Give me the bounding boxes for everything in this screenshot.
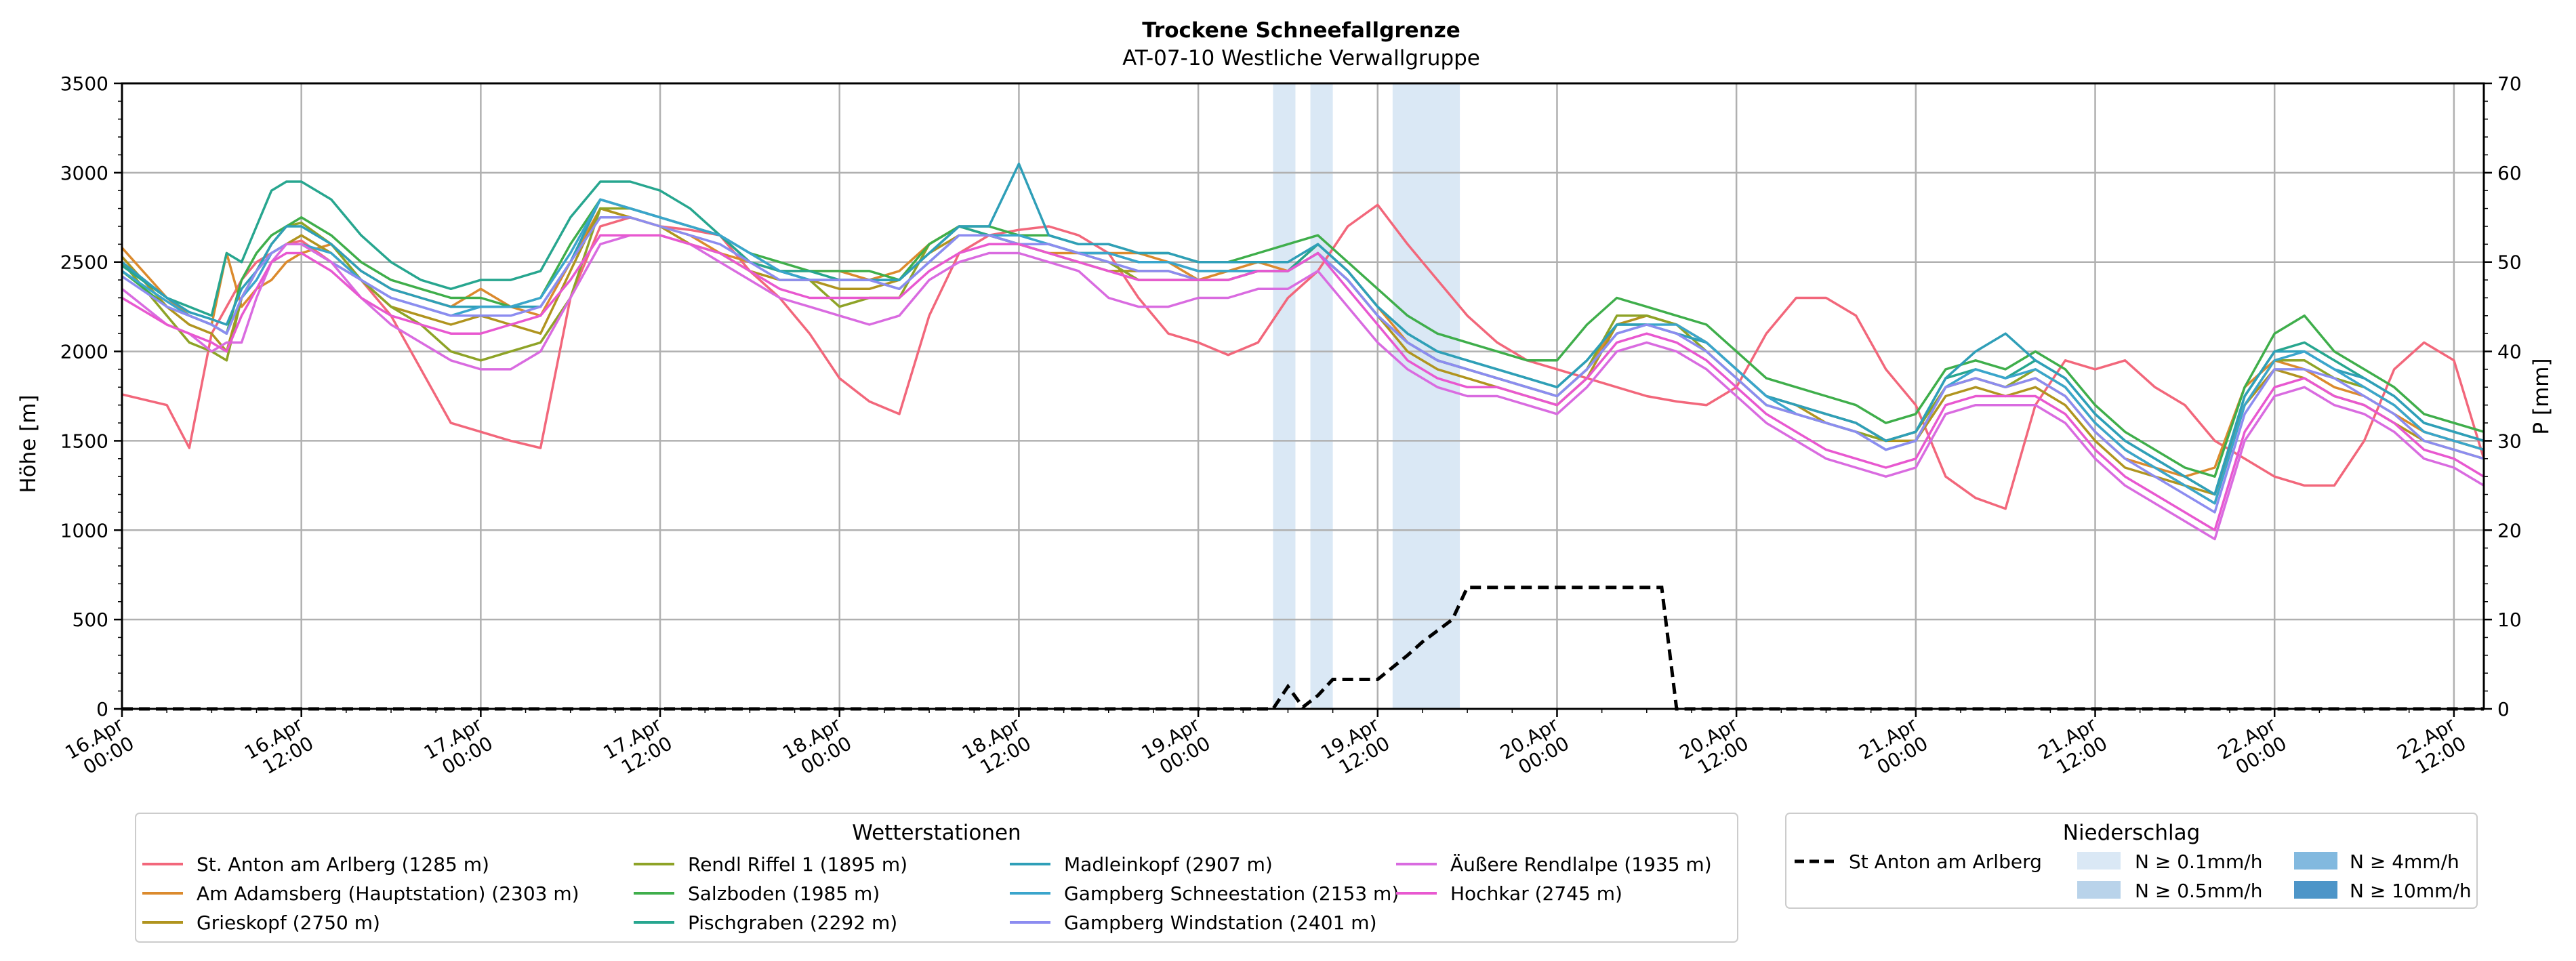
- legend-level-swatch-1: [2077, 881, 2121, 899]
- legend-stations: Wetterstationen St. Anton am Arlberg (12…: [135, 813, 1738, 943]
- series-line-0: [121, 203, 2485, 510]
- y-right-tick-label-0: 0: [2497, 698, 2510, 720]
- y-tick-label-7: 3500: [60, 73, 108, 95]
- legend-label-3: Rendl Riffel 1 (1895 m): [688, 853, 907, 876]
- y-right-tick-label-4: 40: [2497, 341, 2522, 363]
- y-right-tick-label-2: 20: [2497, 519, 2522, 541]
- y-right-tick-label-7: 70: [2497, 73, 2522, 95]
- precip-bands: [1273, 83, 1460, 709]
- legend-label-2: Grieskopf (2750 m): [197, 912, 380, 934]
- precip-band-2: [1392, 83, 1460, 709]
- y-right-tick-label-6: 60: [2497, 162, 2522, 184]
- plot-frame: [121, 82, 2485, 710]
- series-line-4: [121, 198, 2485, 478]
- precip-band-1: [1310, 83, 1333, 709]
- chart-subtitle: AT-07-10 Westliche Verwallgruppe: [1122, 46, 1480, 70]
- legend-level-swatch-2: [2294, 852, 2337, 870]
- legend-level-label-2: N ≥ 4mm/h: [2350, 851, 2459, 873]
- legend-level-label-3: N ≥ 10mm/h: [2350, 880, 2472, 902]
- y-right-tick-label-5: 50: [2497, 251, 2522, 274]
- series-line-10: [121, 234, 2485, 532]
- y-tick-label-2: 1000: [60, 519, 108, 541]
- y-tick-label-0: 0: [96, 698, 108, 720]
- legend-label-7: Gampberg Schneestation (2153 m): [1064, 882, 1399, 905]
- legend-level-swatch-0: [2077, 852, 2121, 870]
- legend-label-10: Hochkar (2745 m): [1450, 882, 1622, 905]
- y-tick-label-5: 2500: [60, 251, 108, 274]
- legend-label-1: Am Adamsberg (Hauptstation) (2303 m): [197, 882, 579, 905]
- y-tick-label-3: 1500: [60, 430, 108, 452]
- legend-level-label-1: N ≥ 0.5mm/h: [2135, 880, 2262, 902]
- legend-precip-title: Niederschlag: [2063, 821, 2201, 845]
- legend-label-4: Salzboden (1985 m): [688, 882, 880, 905]
- precip-line-group: [122, 586, 2484, 711]
- series-line-9: [121, 234, 2485, 541]
- y-right-tick-label-1: 10: [2497, 609, 2522, 631]
- y-tick-label-1: 500: [73, 609, 108, 631]
- legend-level-label-0: N ≥ 0.1mm/h: [2135, 851, 2262, 873]
- chart-title: Trockene Schneefallgrenze: [1142, 18, 1460, 43]
- precip-line: [122, 586, 2484, 711]
- legend-precip: Niederschlag St Anton am Arlberg N ≥ 0.1…: [1785, 813, 2478, 909]
- legend-label-5: Pischgraben (2292 m): [688, 912, 897, 934]
- series-line-6: [121, 162, 2485, 496]
- y-axis-label: Höhe [m]: [16, 394, 41, 493]
- legend-label-9: Äußere Rendlalpe (1935 m): [1450, 853, 1712, 876]
- y-right-tick-label-3: 30: [2497, 430, 2522, 452]
- y-tick-label-6: 3000: [60, 162, 108, 184]
- y-axis-label-right: P [mm]: [2529, 358, 2554, 434]
- y-tick-label-4: 2000: [60, 341, 108, 363]
- legend-level-swatch-3: [2294, 881, 2337, 899]
- precip-band-0: [1273, 83, 1296, 709]
- legend-precip-line-label: St Anton am Arlberg: [1849, 851, 2042, 873]
- legend-label-0: St. Anton am Arlberg (1285 m): [197, 853, 489, 876]
- legend-label-8: Gampberg Windstation (2401 m): [1064, 912, 1377, 934]
- legend-stations-frame: [135, 813, 1738, 943]
- legend-label-6: Madleinkopf (2907 m): [1064, 853, 1273, 876]
- station-lines: [121, 162, 2485, 541]
- legend-stations-title: Wetterstationen: [852, 821, 1021, 845]
